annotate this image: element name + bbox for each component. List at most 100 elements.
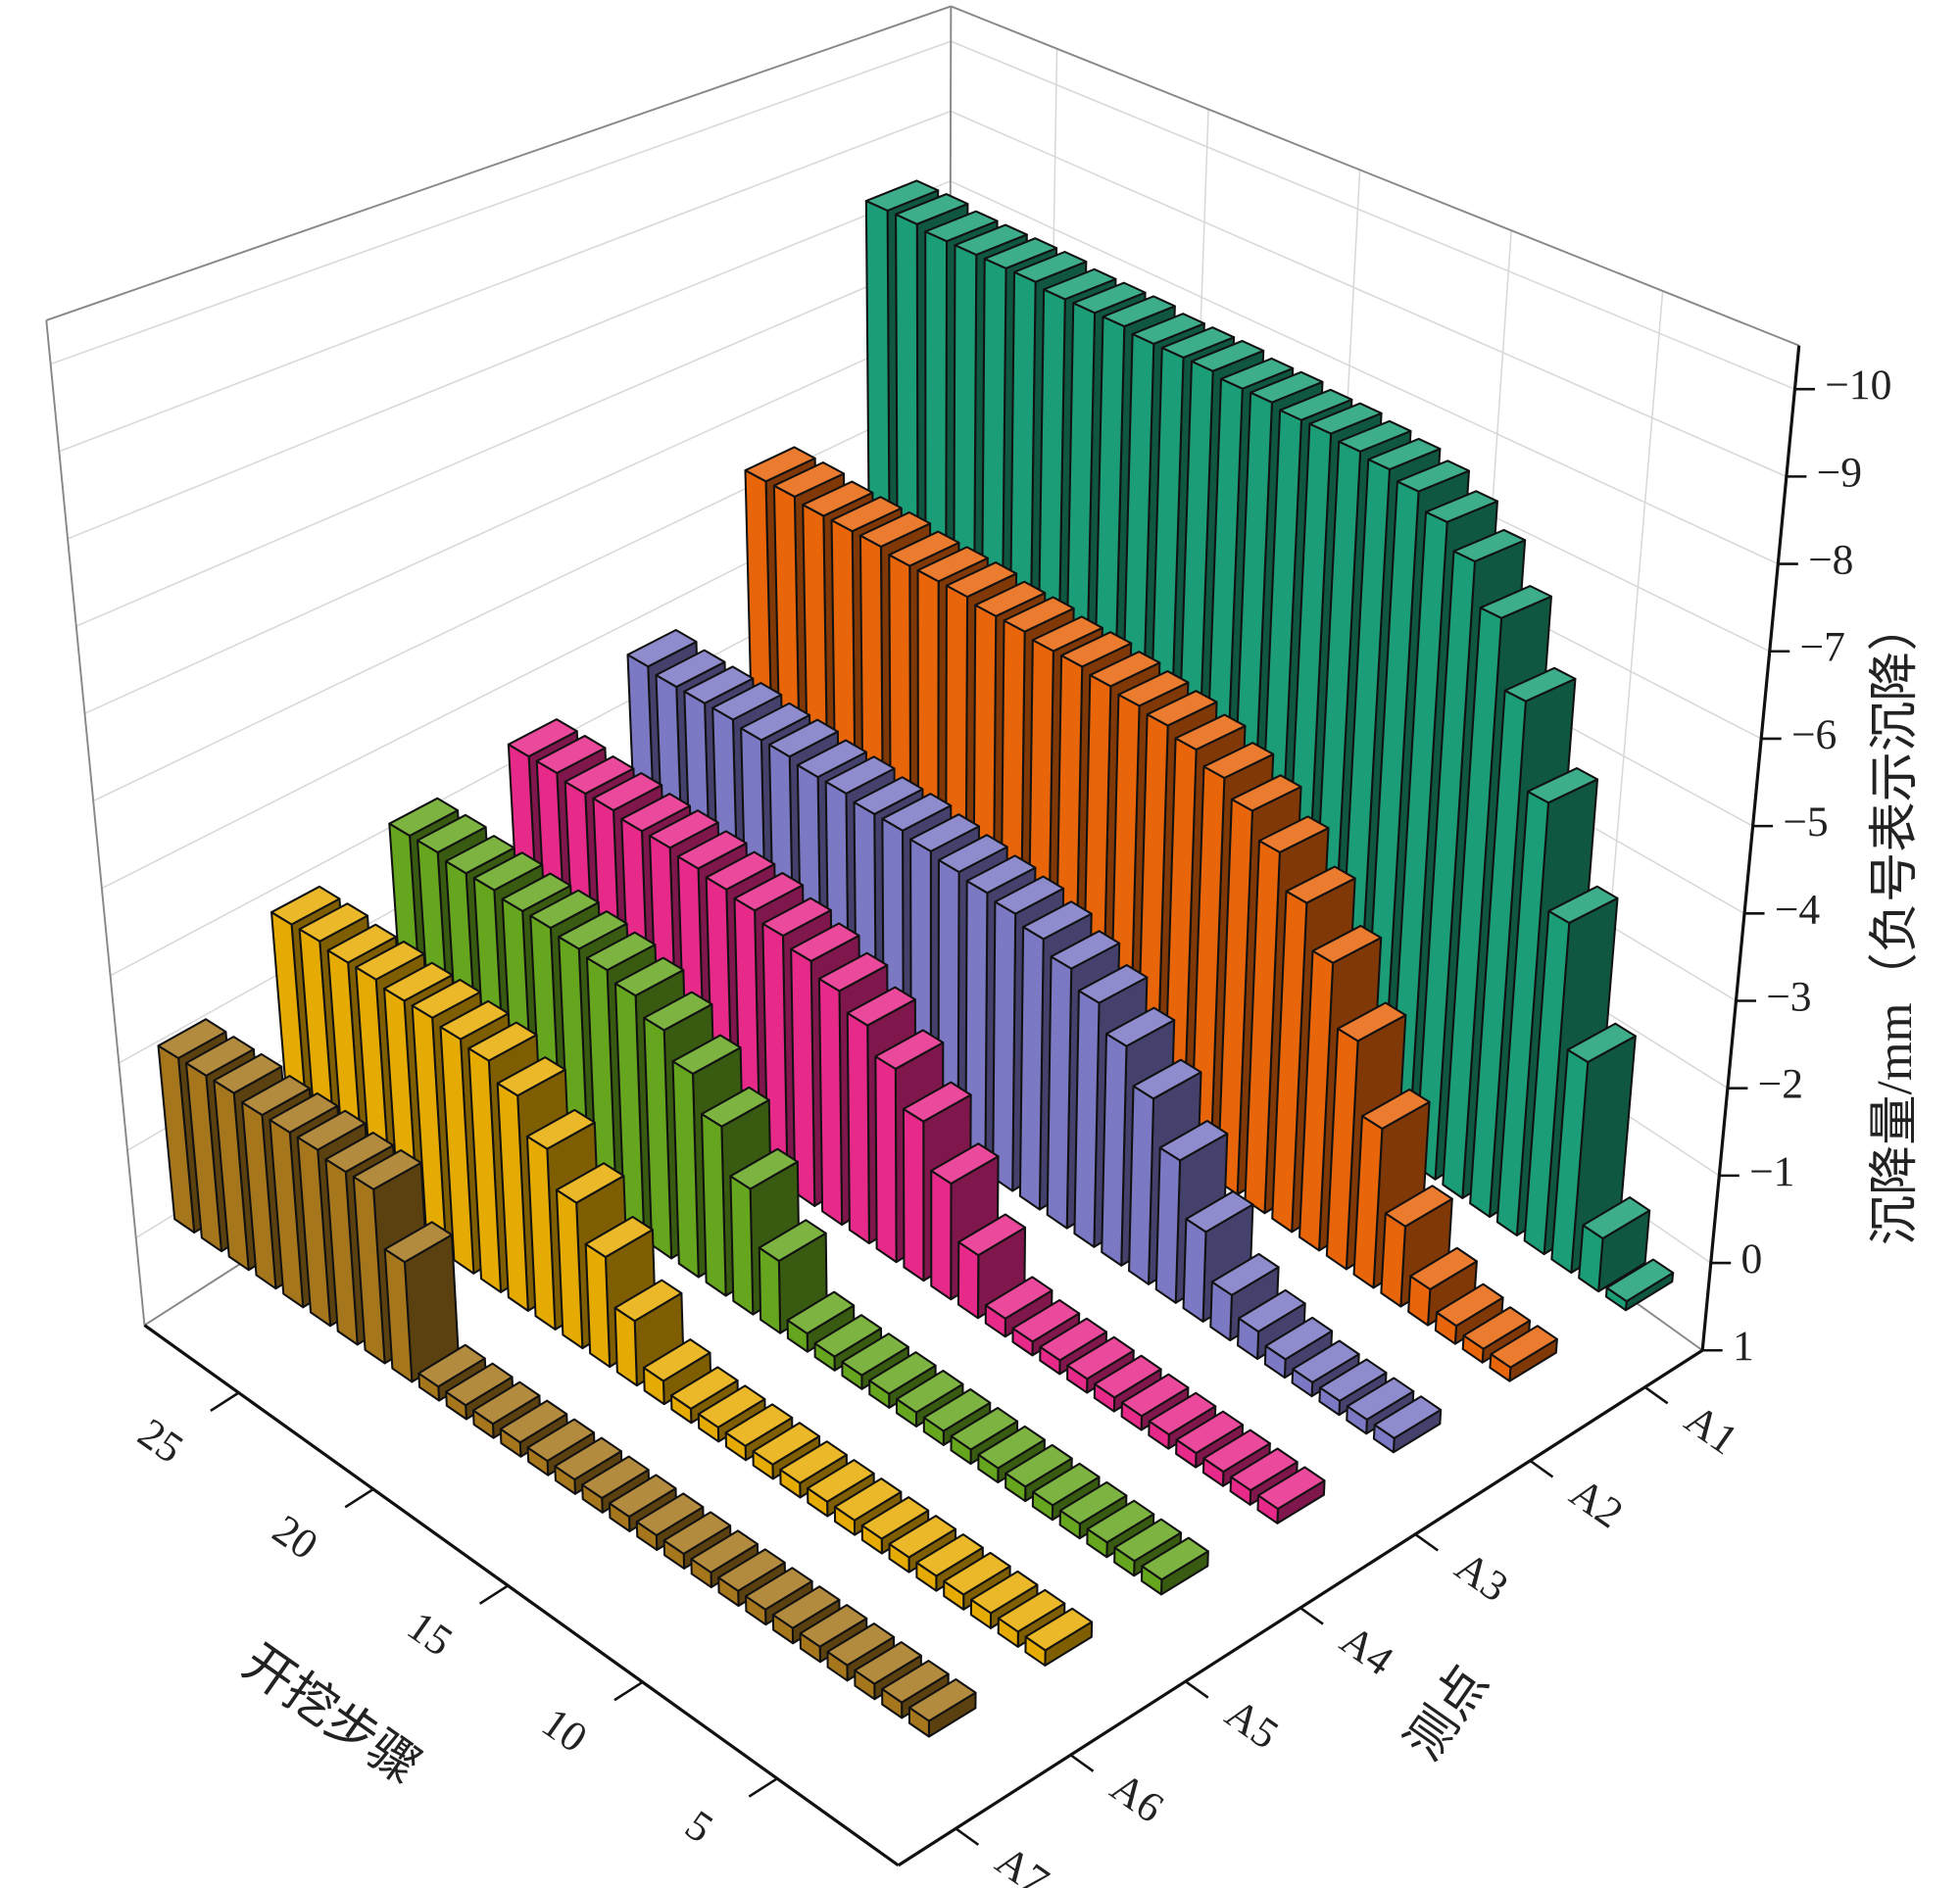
- bar-top: [802, 480, 874, 517]
- bar-top: [902, 1081, 972, 1123]
- bar-top: [1503, 666, 1577, 702]
- bar-top: [1012, 251, 1088, 283]
- bar-top: [445, 1362, 514, 1407]
- bar-top: [499, 1399, 568, 1444]
- bar-top: [984, 1276, 1054, 1320]
- bar-top: [954, 223, 1028, 257]
- grid-line: [59, 110, 952, 453]
- bar-top: [752, 1422, 821, 1466]
- z-tick-label: −10: [1825, 362, 1891, 409]
- bar-top: [937, 834, 1008, 874]
- bar-top: [643, 991, 713, 1032]
- bar-top: [626, 628, 698, 668]
- bar-top: [888, 530, 960, 567]
- bar-top: [970, 1570, 1039, 1615]
- bar-top: [1011, 1298, 1081, 1343]
- bar-top: [907, 1677, 977, 1722]
- bar-top: [790, 922, 860, 962]
- bar-top: [635, 1492, 705, 1536]
- bar-top: [471, 1380, 541, 1426]
- bar-top: [881, 793, 953, 832]
- x-tick: [210, 1391, 240, 1412]
- frame-edge: [45, 319, 146, 1326]
- bar-top: [740, 702, 811, 742]
- bar-top: [930, 1142, 1000, 1186]
- bar-top: [767, 718, 839, 758]
- bar-top: [1104, 1006, 1176, 1047]
- bar-front: [902, 1107, 925, 1283]
- bar-top: [526, 1418, 596, 1463]
- bar: [833, 1477, 903, 1536]
- bar-top: [1185, 1190, 1254, 1234]
- bar-top: [701, 1086, 770, 1128]
- bar-top: [705, 850, 776, 891]
- z-tick-label: 0: [1741, 1235, 1763, 1283]
- bar-top: [846, 986, 916, 1027]
- y-tick: [1184, 1680, 1209, 1699]
- bar-top: [945, 560, 1018, 599]
- bar-top: [895, 193, 969, 225]
- bar-top: [711, 682, 783, 721]
- bar-top: [858, 510, 932, 549]
- bar: [1256, 1466, 1326, 1525]
- z-tick-label: −8: [1808, 537, 1853, 584]
- bar-top: [1131, 313, 1205, 345]
- bar-top: [1436, 1283, 1504, 1328]
- y-tick-label: A2: [1561, 1470, 1631, 1538]
- y-tick-label: A6: [1102, 1764, 1172, 1832]
- bar-front: [1101, 1033, 1128, 1267]
- bar-top: [676, 830, 748, 870]
- z-tick-label: −1: [1749, 1148, 1794, 1195]
- bar-top: [1113, 1518, 1183, 1563]
- bar-top: [564, 755, 635, 796]
- bar-top: [1003, 596, 1075, 633]
- x-tick-label: 15: [399, 1603, 461, 1666]
- bar-top: [1367, 437, 1442, 471]
- bar-top: [744, 446, 816, 483]
- bar-top: [974, 580, 1047, 617]
- bar-top: [585, 931, 657, 972]
- bar-top: [1024, 1607, 1094, 1652]
- bar: [813, 1314, 883, 1372]
- x-tick: [478, 1584, 510, 1605]
- bar-top: [772, 461, 846, 498]
- bar-top: [983, 237, 1058, 269]
- axis-line: [143, 1324, 900, 1867]
- bar-top: [826, 1622, 896, 1667]
- bar-top: [1452, 528, 1527, 563]
- x-tick-label: 25: [129, 1410, 191, 1473]
- bar-top: [1022, 900, 1093, 941]
- bar-top: [943, 1551, 1011, 1596]
- bar-top: [496, 1056, 566, 1097]
- bar-top: [868, 1351, 937, 1395]
- bar-top: [1120, 1373, 1190, 1418]
- bar-front: [874, 1055, 898, 1264]
- bar-top: [298, 902, 369, 943]
- bar-top: [1566, 1022, 1637, 1064]
- bar-top: [1238, 1288, 1306, 1333]
- bar-top: [1210, 1252, 1280, 1296]
- bar-top: [554, 1436, 622, 1481]
- z-tick-label: −4: [1775, 886, 1821, 933]
- bar-top: [383, 1221, 454, 1264]
- bar: [744, 1567, 813, 1626]
- bar-top: [909, 813, 981, 852]
- bar-top: [213, 1052, 283, 1094]
- bar-top: [1117, 670, 1190, 707]
- bar-front: [729, 1175, 755, 1316]
- y-tick: [1414, 1532, 1439, 1552]
- bar-top: [1279, 388, 1353, 421]
- bar: [1489, 1325, 1558, 1382]
- grid-line: [84, 319, 951, 714]
- bar-top: [157, 1018, 227, 1060]
- bar-top: [184, 1036, 255, 1077]
- bar-top: [416, 813, 487, 854]
- bar-top: [1373, 1395, 1443, 1439]
- bar-top: [1462, 1306, 1532, 1350]
- bar-top: [648, 809, 719, 849]
- bar-top: [854, 1641, 922, 1685]
- bar-top: [1043, 267, 1117, 301]
- bar-top: [444, 835, 515, 875]
